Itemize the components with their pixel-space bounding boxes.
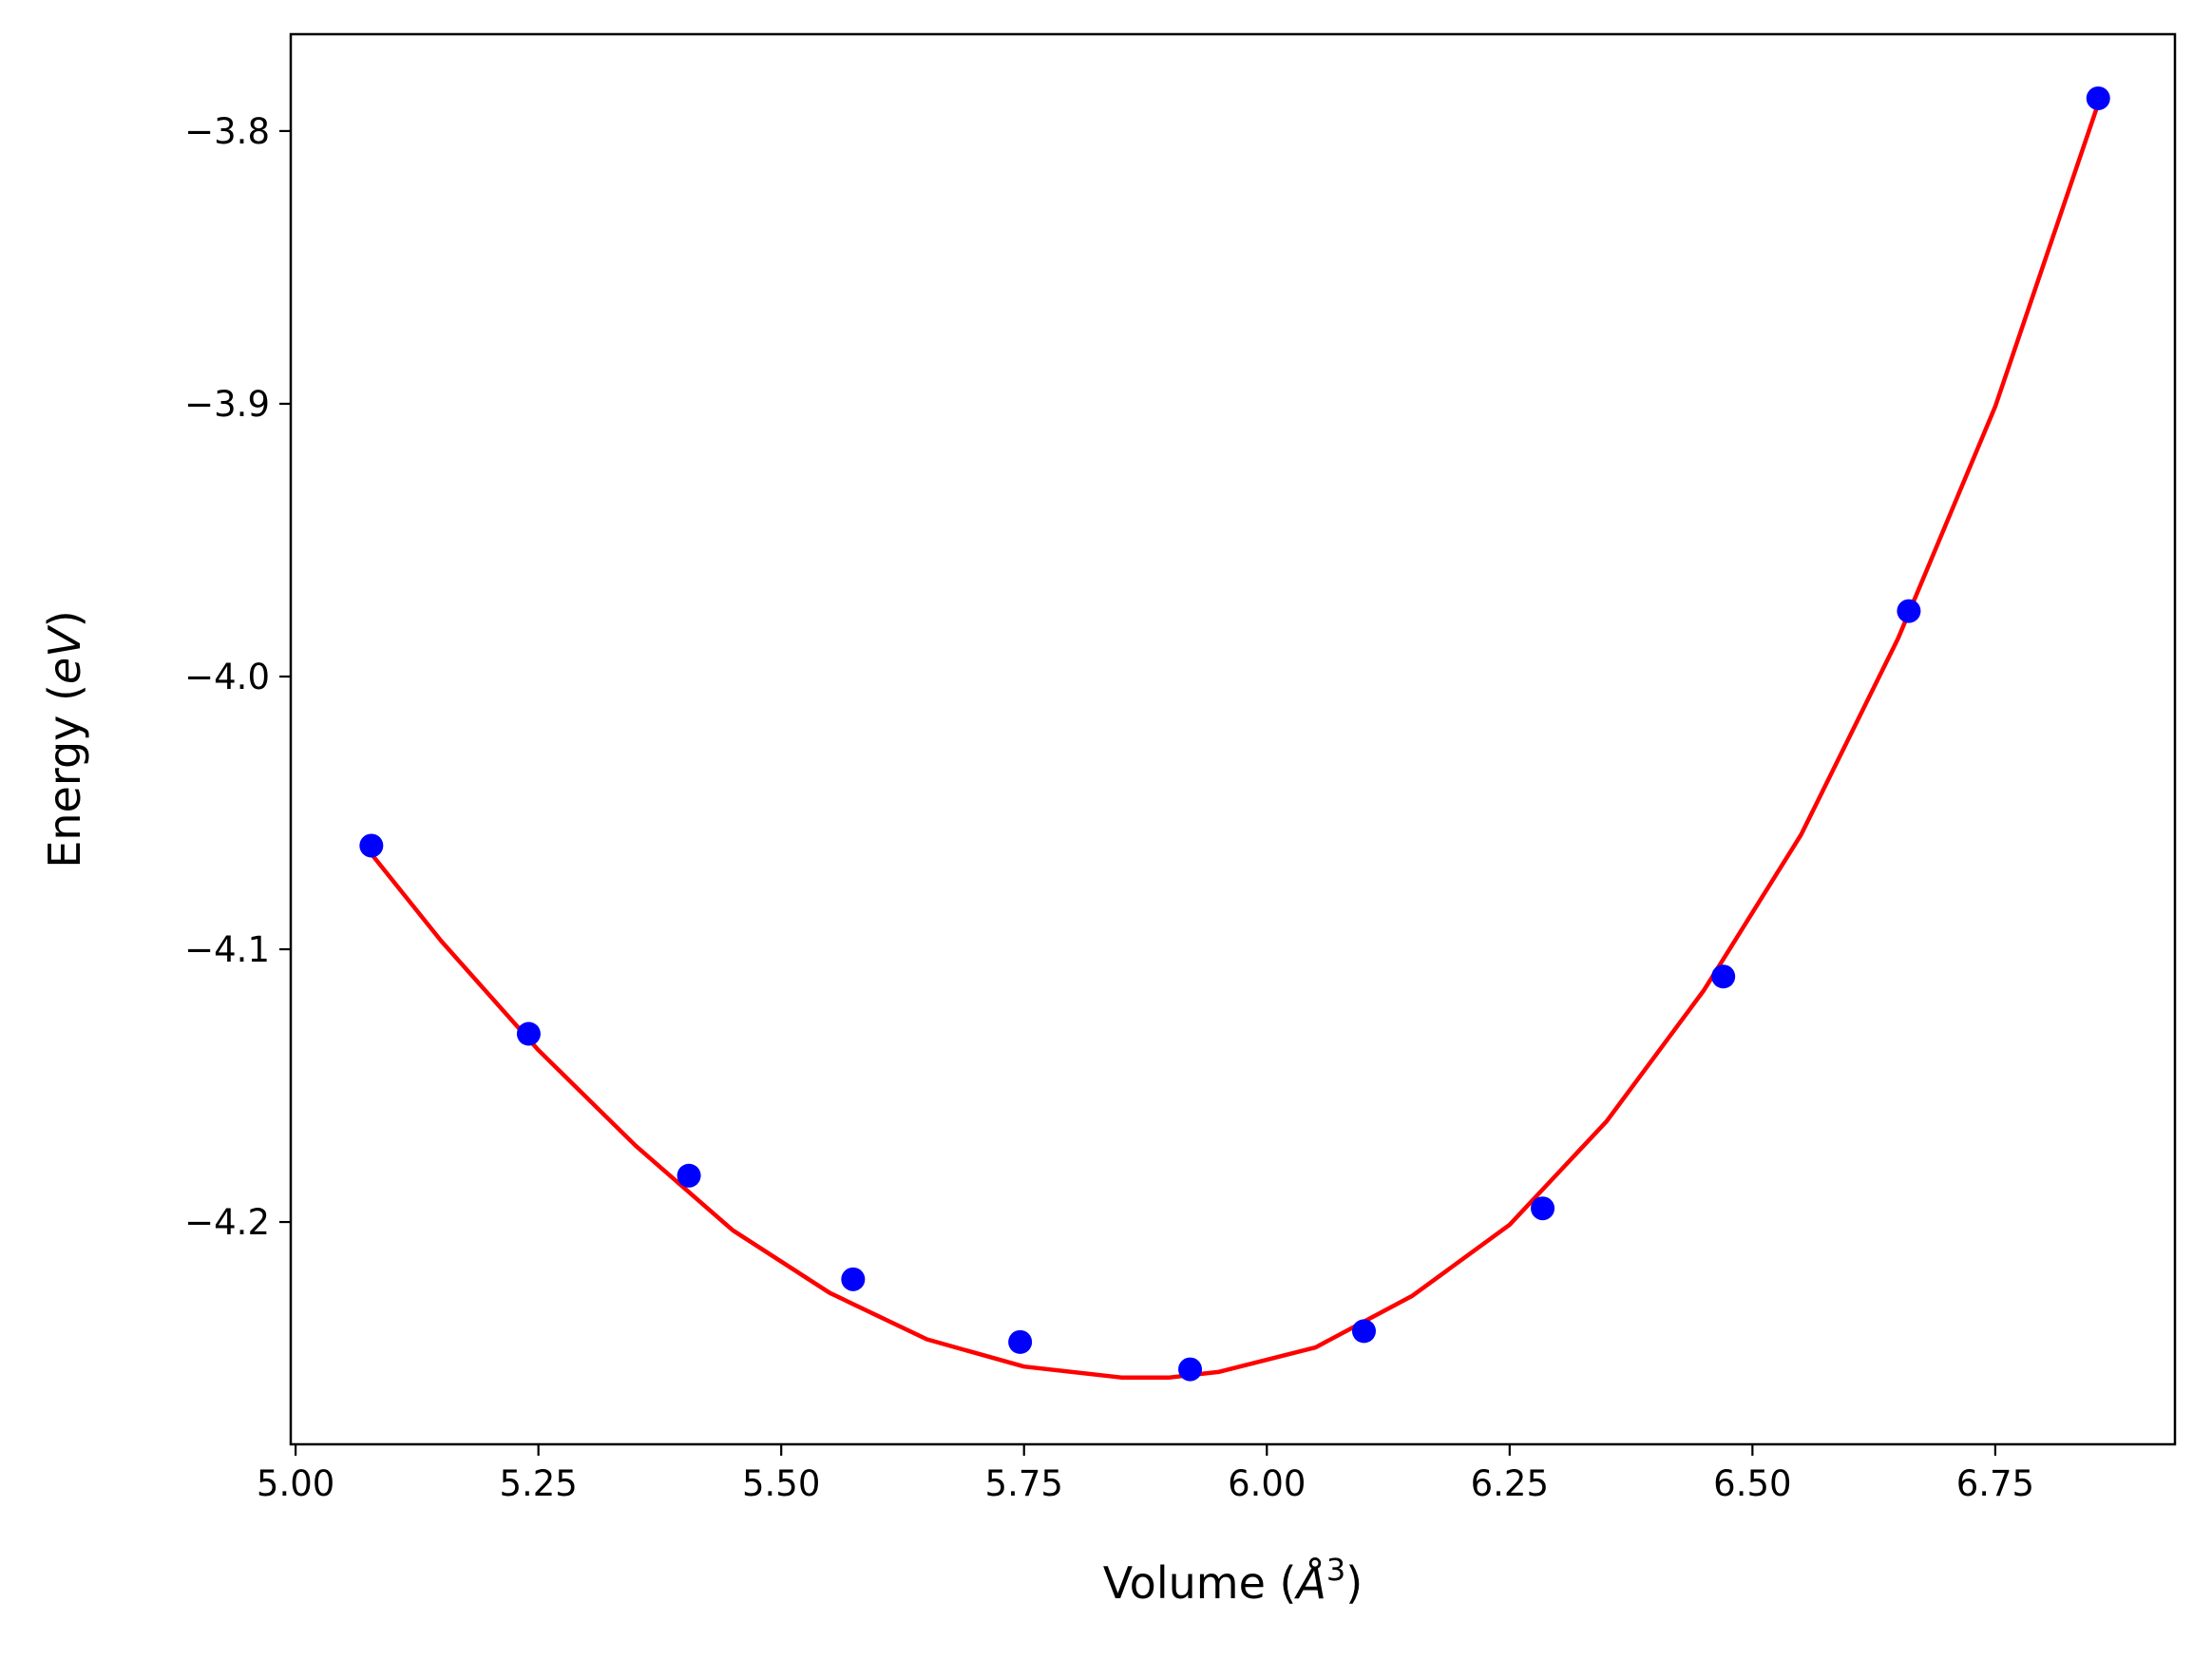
series-layer [359,86,2110,1382]
y-tick-label: −4.2 [184,1202,270,1243]
data-point [2086,86,2110,110]
y-axis-ticks: −3.8 −3.9 −4.0 −4.1 −4.2 [184,111,291,1243]
x-tick-label: 6.25 [1471,1463,1549,1504]
plot-frame [289,32,2177,1446]
y-axis-label: Energy (eV) [39,610,90,868]
x-tick-label: 6.50 [1713,1463,1791,1504]
x-tick-label: 5.75 [985,1463,1063,1504]
data-point [1178,1357,1203,1382]
x-tick-label: 5.25 [499,1463,577,1504]
data-point [1711,964,1736,989]
data-point [677,1163,701,1188]
data-point [359,833,384,858]
plot-area [291,34,2175,1444]
x-axis-label: Volume (Å3) [1103,1552,1363,1609]
data-point [1008,1329,1033,1354]
x-tick-label: 5.00 [257,1463,334,1504]
y-tick-label: −3.9 [184,384,270,425]
y-tick-label: −4.1 [184,929,270,970]
data-point [516,1021,541,1046]
y-tick-label: −4.0 [184,657,270,697]
data-point [841,1267,866,1291]
data-point [1897,599,1921,623]
x-tick-label: 6.00 [1228,1463,1306,1504]
x-axis-ticks: 5.00 5.25 5.50 5.75 6.00 6.25 6.50 6.75 [257,1444,2034,1504]
x-tick-label: 6.75 [1956,1463,2034,1504]
data-point [1531,1196,1555,1221]
y-tick-label: −3.8 [184,111,270,152]
x-tick-label: 5.50 [742,1463,820,1504]
data-point [1351,1319,1376,1344]
